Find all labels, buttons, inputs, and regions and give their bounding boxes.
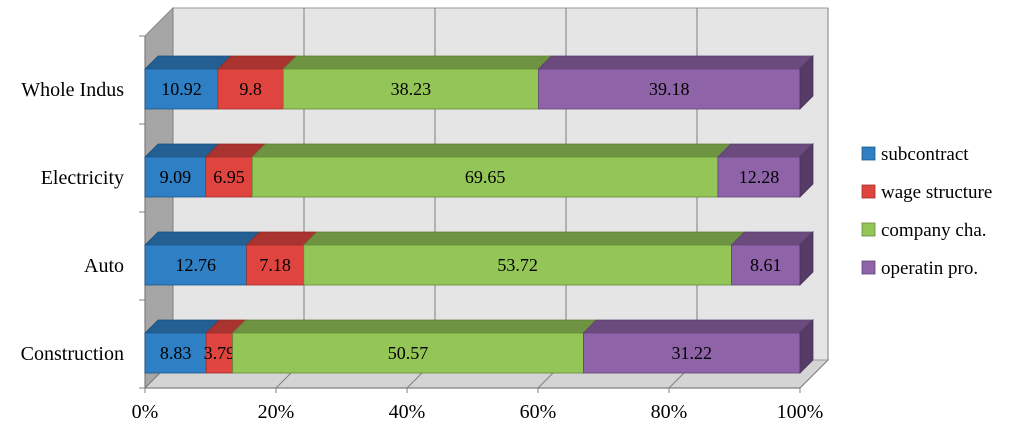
bar-segment [232, 332, 584, 374]
bar-segment [251, 156, 719, 198]
data-label: 3.79 [204, 343, 236, 363]
category-labels: Whole Indus Electricity Auto Construction [21, 79, 125, 365]
legend-swatch [861, 146, 876, 161]
data-label: 6.95 [213, 167, 245, 187]
data-label: 7.18 [259, 255, 291, 275]
bar-segment-top [302, 231, 746, 246]
legend-label: company cha. [881, 220, 987, 241]
bar-group: 9.09 6.95 69.65 12.28 [144, 143, 814, 198]
bar-segment [538, 68, 801, 110]
bar-segment-top [282, 55, 553, 70]
legend-swatch [861, 222, 876, 237]
bar-segment [303, 244, 732, 286]
category-label: Auto [84, 255, 124, 277]
data-label: 10.92 [161, 79, 202, 99]
floor-gridline [799, 359, 829, 389]
x-tick-label: 60% [520, 401, 557, 423]
legend-label: operatin pro. [881, 258, 978, 279]
legend-swatch [861, 260, 876, 275]
bar-group: 10.92 9.8 38.23 39.18 [144, 55, 814, 110]
data-label: 53.72 [497, 255, 538, 275]
data-label: 8.83 [160, 343, 192, 363]
category-label: Electricity [41, 167, 124, 189]
bar-segment-top [216, 55, 298, 70]
bar-segment [144, 156, 207, 198]
bar-segment-top [231, 319, 598, 334]
x-tick-label: 40% [389, 401, 426, 423]
data-label: 38.23 [391, 79, 432, 99]
category-label: Construction [21, 343, 124, 365]
bar-segment [717, 156, 801, 198]
category-label: Whole Indus [21, 79, 124, 101]
data-label: 50.57 [388, 343, 429, 363]
x-tick-label: 20% [258, 401, 295, 423]
bar-segment-top [537, 55, 814, 70]
data-label: 12.28 [739, 167, 780, 187]
bar-group: 12.76 7.18 53.72 8.61 [144, 231, 814, 286]
data-label: 31.22 [671, 343, 712, 363]
bar-segment [583, 332, 801, 374]
bar-group: 8.83 3.79 50.57 31.22 [144, 319, 814, 374]
legend: subcontract wage structure company cha. ope… [861, 144, 992, 279]
bar-segment-top [251, 143, 732, 158]
bar-segment [144, 332, 207, 374]
bar-segment-top [716, 143, 814, 158]
bar-segment-side [799, 231, 814, 286]
x-tick-label: 100% [777, 401, 824, 423]
bar-segment [144, 244, 247, 286]
legend-label: subcontract [881, 144, 969, 165]
bar-segment-top [144, 55, 232, 70]
bar-segment-side [799, 55, 814, 110]
bars: 10.92 9.8 38.23 39.18 9.09 6.95 69.65 12.28 12.7… [144, 55, 814, 374]
bar-segment [731, 244, 801, 286]
data-label: 8.61 [750, 255, 782, 275]
bar-segment-side [799, 143, 814, 198]
data-label: 69.65 [465, 167, 506, 187]
data-label: 9.8 [239, 79, 262, 99]
x-tick-label: 80% [651, 401, 688, 423]
legend-label: wage structure [881, 182, 992, 203]
data-label: 39.18 [649, 79, 690, 99]
data-label: 9.09 [160, 167, 192, 187]
bar-segment-top [730, 231, 814, 246]
x-axis-ticks: 0% 20% 40% 60% 80% 100% [132, 401, 824, 423]
legend-swatch [861, 184, 876, 199]
bar-segment [246, 244, 305, 286]
bar-segment-top [582, 319, 814, 334]
bar-segment-top [144, 231, 261, 246]
data-label: 12.76 [176, 255, 217, 275]
bar-segment [205, 156, 253, 198]
bar-segment [282, 68, 539, 110]
bar-segment-side [799, 319, 814, 374]
x-tick-label: 0% [132, 401, 159, 423]
